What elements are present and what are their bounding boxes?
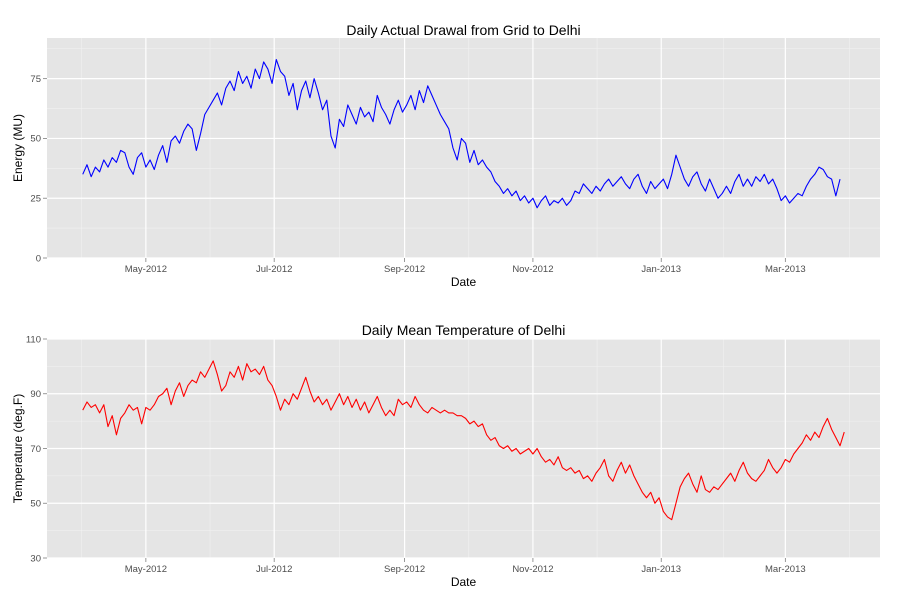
- x-tick-label: Jul-2012: [256, 564, 292, 575]
- x-axis-label: Date: [451, 575, 477, 589]
- x-tick-label: Mar-2013: [765, 264, 806, 275]
- x-tick-label: Jan-2013: [641, 564, 681, 575]
- energy-chart: 0 25 50 75 May-2012 Jul-2012 Sep-2012 Nov-2012 J…: [11, 22, 880, 289]
- x-tick-label: May-2012: [125, 564, 167, 575]
- chart-title: Daily Actual Drawal from Grid to Delhi: [346, 22, 580, 38]
- chart-title: Daily Mean Temperature of Delhi: [362, 322, 566, 338]
- y-tick-label: 50: [30, 134, 41, 145]
- y-tick-label: 110: [26, 334, 41, 345]
- y-tick-label: 70: [30, 444, 41, 455]
- y-tick-label: 90: [30, 389, 41, 400]
- plot-panel: [47, 38, 880, 258]
- y-tick-label: 25: [30, 194, 41, 205]
- x-tick-label: Nov-2012: [512, 564, 553, 575]
- temperature-chart: 30 50 70 90 110 May-2012 Jul-2012 Sep-2012 Nov-2…: [11, 322, 880, 589]
- y-tick-label: 30: [30, 553, 41, 564]
- x-tick-label: Sep-2012: [384, 564, 425, 575]
- y-tick-label: 0: [36, 253, 41, 264]
- x-tick-label: Jan-2013: [641, 264, 681, 275]
- x-tick-label: Sep-2012: [384, 264, 425, 275]
- y-axis-label: Energy (MU): [11, 114, 25, 182]
- y-tick-label: 75: [30, 74, 41, 85]
- y-axis-label: Temperature (deg.F): [11, 394, 25, 503]
- series-line: [82, 360, 845, 521]
- x-tick-label: Jul-2012: [256, 264, 292, 275]
- x-tick-label: Nov-2012: [512, 264, 553, 275]
- x-axis-label: Date: [451, 275, 477, 289]
- x-tick-label: Mar-2013: [765, 564, 806, 575]
- series-line: [82, 58, 841, 209]
- x-tick-label: May-2012: [125, 264, 167, 275]
- y-tick-label: 50: [30, 499, 41, 510]
